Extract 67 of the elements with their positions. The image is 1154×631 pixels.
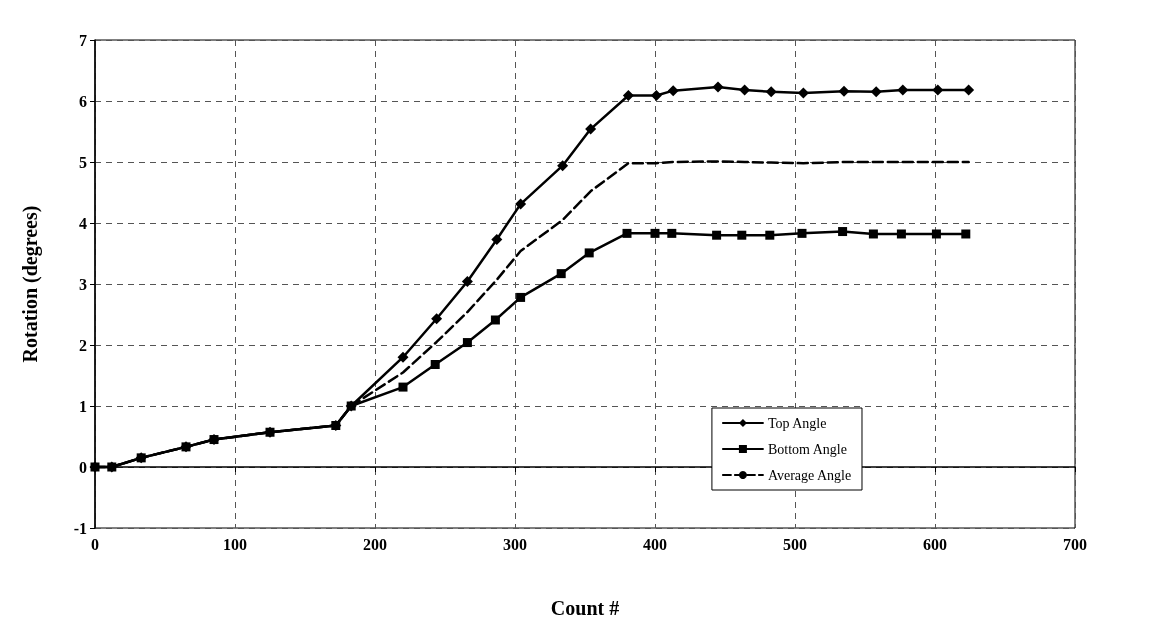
point: [932, 84, 944, 96]
point: [346, 401, 356, 411]
point: [712, 230, 722, 240]
point: [585, 123, 597, 135]
x-tick-label: 0: [91, 535, 99, 553]
point: [622, 90, 634, 102]
point: [209, 435, 219, 445]
point: [107, 462, 117, 472]
legend-label: Average Angle: [767, 467, 852, 483]
y-tick-label: 1: [79, 397, 87, 415]
point: [650, 228, 660, 238]
point: [667, 228, 677, 238]
point: [331, 421, 341, 431]
point: [797, 228, 807, 238]
x-tick-label: 300: [503, 535, 527, 553]
point: [961, 229, 971, 239]
point: [667, 85, 679, 97]
point: [931, 229, 941, 239]
y-tick-label: 7: [79, 31, 87, 49]
point: [870, 86, 882, 98]
point: [265, 427, 275, 437]
point: [181, 442, 191, 452]
x-axis-title: Count #: [550, 597, 620, 619]
point: [398, 382, 408, 392]
y-tick-label: 6: [79, 92, 87, 110]
point: [490, 315, 500, 325]
y-tick-label: 4: [79, 214, 87, 232]
point: [557, 160, 569, 172]
point: [462, 338, 472, 348]
point: [622, 228, 632, 238]
legend-label: Bottom Angle: [767, 441, 847, 457]
x-tick-label: 700: [1063, 535, 1087, 553]
point: [868, 229, 878, 239]
point: [737, 230, 747, 240]
x-tick-label: 500: [783, 535, 807, 553]
y-tick-label: 5: [79, 153, 87, 171]
y-tick-label: -1: [73, 519, 87, 537]
point: [430, 360, 440, 370]
point: [431, 313, 443, 325]
y-axis-title: Rotation (degrees): [19, 205, 42, 363]
point: [765, 86, 777, 98]
x-tick-label: 400: [643, 535, 667, 553]
x-tick-label: 600: [923, 535, 947, 553]
point: [556, 269, 566, 279]
point: [515, 198, 527, 210]
point: [712, 81, 724, 93]
point: [896, 229, 906, 239]
y-tick-label: 0: [79, 458, 87, 476]
point: [136, 453, 146, 463]
point: [739, 84, 751, 96]
point: [397, 351, 409, 363]
legend-label: Top Angle: [767, 415, 827, 431]
point: [516, 292, 526, 302]
x-tick-label: 200: [363, 535, 387, 553]
point: [963, 84, 975, 96]
point: [897, 84, 909, 96]
y-tick-label: 3: [79, 275, 87, 293]
point: [491, 233, 503, 245]
point: [650, 90, 662, 102]
point: [838, 227, 848, 237]
y-tick-label: 2: [79, 336, 87, 354]
point: [765, 230, 775, 240]
x-tick-label: 100: [223, 535, 247, 553]
point: [838, 85, 850, 97]
point: [584, 248, 594, 258]
point: [90, 462, 100, 472]
point: [461, 276, 473, 288]
